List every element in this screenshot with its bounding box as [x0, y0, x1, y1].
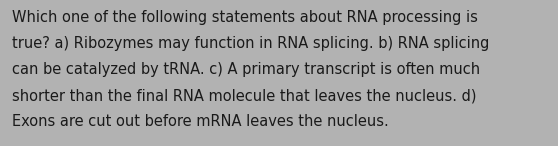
- Text: shorter than the final RNA molecule that leaves the nucleus. d): shorter than the final RNA molecule that…: [12, 88, 477, 103]
- Text: can be catalyzed by tRNA. c) A primary transcript is often much: can be catalyzed by tRNA. c) A primary t…: [12, 62, 480, 77]
- Text: Which one of the following statements about RNA processing is: Which one of the following statements ab…: [12, 10, 478, 25]
- Text: Exons are cut out before mRNA leaves the nucleus.: Exons are cut out before mRNA leaves the…: [12, 114, 389, 129]
- Text: true? a) Ribozymes may function in RNA splicing. b) RNA splicing: true? a) Ribozymes may function in RNA s…: [12, 36, 490, 51]
